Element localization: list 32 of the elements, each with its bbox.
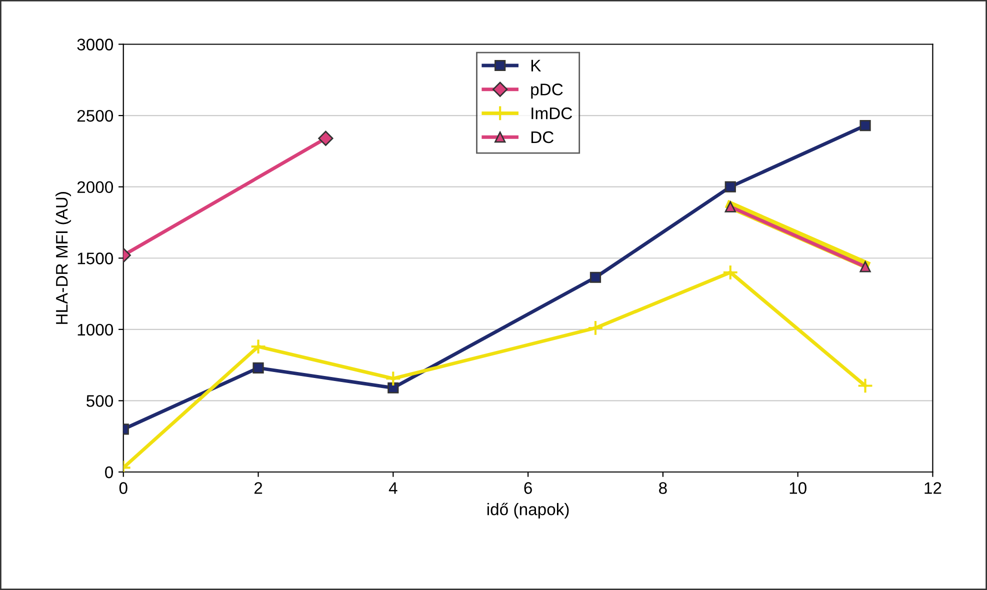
x-tick-label: 8 [659, 482, 667, 494]
y-tick-label: 2000 [77, 181, 114, 194]
y-axis-title: HLA-DR MFI (AU) [55, 192, 72, 324]
legend-label: K [531, 60, 542, 72]
x-tick-label: 2 [254, 482, 262, 494]
y-tick-label: 1000 [78, 324, 114, 336]
point [590, 272, 602, 283]
point [857, 378, 874, 394]
legend-label: ImDC [532, 107, 572, 120]
y-tick-label: 2500 [77, 110, 114, 122]
point [860, 261, 871, 272]
x-tick-label: 6 [524, 482, 532, 494]
point [724, 181, 736, 192]
point [388, 382, 399, 394]
point [724, 201, 736, 212]
x-tick-label: 0 [119, 482, 128, 494]
y-tick-label: 0 [105, 466, 113, 478]
point [250, 338, 266, 355]
point [722, 264, 738, 280]
x-tick-label: 4 [388, 482, 398, 494]
legend-label: DC [531, 131, 554, 144]
y-tick-label: 3000 [77, 38, 114, 50]
point [860, 120, 871, 132]
point [252, 362, 264, 374]
y-tick-label: 1500 [78, 252, 114, 264]
y-tick-label: 500 [86, 395, 114, 407]
x-axis-title: idő (napok) [487, 502, 569, 519]
x-tick-label: 12 [924, 482, 942, 494]
legend-label: pDC [531, 84, 563, 99]
point [588, 320, 604, 336]
point [385, 370, 402, 387]
x-tick-label: 10 [790, 482, 806, 494]
